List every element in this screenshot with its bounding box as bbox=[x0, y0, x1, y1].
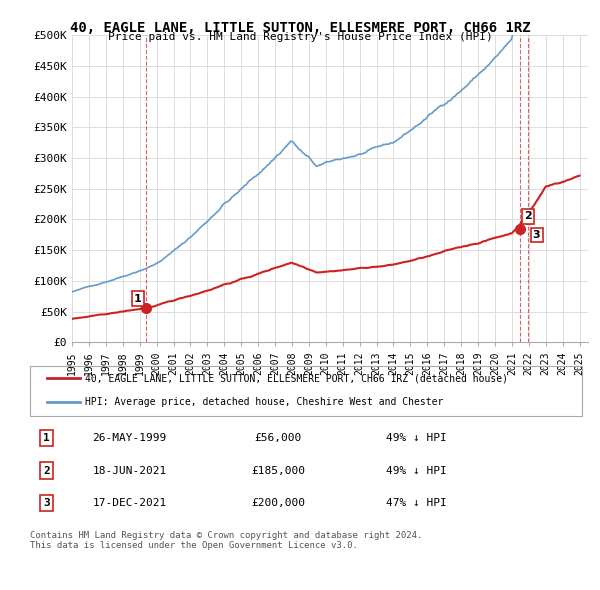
Text: 17-DEC-2021: 17-DEC-2021 bbox=[92, 498, 166, 508]
Text: 40, EAGLE LANE, LITTLE SUTTON, ELLESMERE PORT, CH66 1RZ: 40, EAGLE LANE, LITTLE SUTTON, ELLESMERE… bbox=[70, 21, 530, 35]
Text: 1: 1 bbox=[43, 433, 50, 443]
Text: 49% ↓ HPI: 49% ↓ HPI bbox=[386, 433, 447, 443]
Text: 49% ↓ HPI: 49% ↓ HPI bbox=[386, 466, 447, 476]
Text: 2: 2 bbox=[524, 211, 532, 221]
Text: 2: 2 bbox=[43, 466, 50, 476]
Text: 3: 3 bbox=[533, 230, 541, 240]
Text: 3: 3 bbox=[43, 498, 50, 508]
Text: 1: 1 bbox=[134, 294, 142, 304]
Text: HPI: Average price, detached house, Cheshire West and Chester: HPI: Average price, detached house, Ches… bbox=[85, 397, 443, 407]
Text: £185,000: £185,000 bbox=[251, 466, 305, 476]
Text: £56,000: £56,000 bbox=[255, 433, 302, 443]
Text: Price paid vs. HM Land Registry's House Price Index (HPI): Price paid vs. HM Land Registry's House … bbox=[107, 32, 493, 42]
Text: 47% ↓ HPI: 47% ↓ HPI bbox=[386, 498, 447, 508]
Text: 26-MAY-1999: 26-MAY-1999 bbox=[92, 433, 166, 443]
Text: 18-JUN-2021: 18-JUN-2021 bbox=[92, 466, 166, 476]
Text: Contains HM Land Registry data © Crown copyright and database right 2024.
This d: Contains HM Land Registry data © Crown c… bbox=[30, 531, 422, 550]
Text: 40, EAGLE LANE, LITTLE SUTTON, ELLESMERE PORT, CH66 1RZ (detached house): 40, EAGLE LANE, LITTLE SUTTON, ELLESMERE… bbox=[85, 373, 508, 384]
Text: £200,000: £200,000 bbox=[251, 498, 305, 508]
